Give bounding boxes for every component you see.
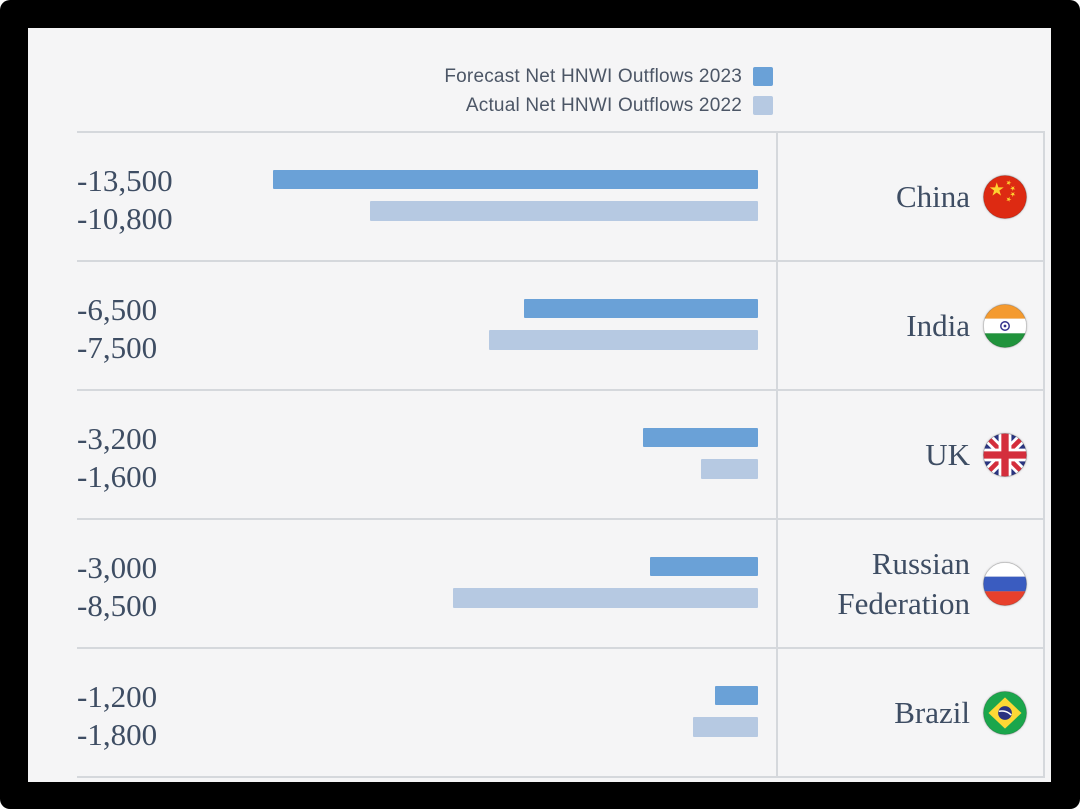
actual-2022-bar (489, 330, 758, 350)
value-labels: -1,200 -1,800 (77, 679, 158, 752)
bars-cell: -1,200 -1,800 (77, 649, 778, 776)
bars-cell: -3,000 -8,500 (77, 520, 778, 647)
legend-label-actual: Actual Net HNWI Outflows 2022 (465, 94, 742, 116)
legend-entry-forecast: Forecast Net HNWI Outflows 2023 (444, 62, 773, 91)
value-labels: -13,500 -10,800 (77, 163, 173, 236)
country-name: China (895, 178, 970, 214)
forecast-2023-bar (715, 686, 758, 705)
chart-card: Forecast Net HNWI Outflows 2023 Actual N… (28, 28, 1051, 782)
bars-cell: -13,500 -10,800 (77, 133, 778, 260)
bars-cell: -3,200 -1,600 (77, 391, 778, 518)
forecast-2023-bar (273, 170, 758, 189)
country-label-cell: Brazil (778, 649, 1045, 776)
forecast-2023-bar (524, 299, 758, 318)
actual-2022-bar (701, 459, 758, 479)
actual-2022-bar (693, 717, 758, 737)
country-row-china: -13,500 -10,800 China (77, 133, 1045, 262)
india-flag-icon (983, 303, 1027, 348)
value-labels: -3,200 -1,600 (77, 421, 158, 494)
uk-flag-icon (983, 432, 1027, 477)
value-labels: -3,000 -8,500 (77, 550, 158, 623)
actual-swatch-icon (753, 96, 773, 115)
china-flag-icon (983, 174, 1027, 219)
forecast-2023-bar (650, 557, 758, 576)
actual-2022-bar (370, 201, 758, 221)
brazil-flag-icon (983, 690, 1027, 735)
forecast-2023-bar (643, 428, 758, 447)
russian-federation-flag-icon (983, 561, 1027, 606)
country-label-cell: India (778, 262, 1045, 389)
country-table: -13,500 -10,800 China -6,500 -7,500 India … (77, 131, 1045, 778)
country-row-uk: -3,200 -1,600 UK (77, 391, 1045, 520)
chart-legend: Forecast Net HNWI Outflows 2023 Actual N… (444, 62, 773, 120)
country-row-brazil: -1,200 -1,800 Brazil (77, 649, 1045, 778)
legend-entry-actual: Actual Net HNWI Outflows 2022 (444, 91, 773, 120)
country-name: Brazil (894, 694, 970, 730)
country-row-russian-federation: -3,000 -8,500 Russian Federation (77, 520, 1045, 649)
actual-2022-bar (453, 588, 758, 608)
country-label-cell: Russian Federation (778, 520, 1045, 647)
bars-cell: -6,500 -7,500 (77, 262, 778, 389)
country-name: Russian Federation (837, 545, 970, 621)
forecast-swatch-icon (753, 67, 773, 86)
country-label-cell: China (778, 133, 1045, 260)
country-label-cell: UK (778, 391, 1045, 518)
country-name: UK (925, 436, 970, 472)
value-labels: -6,500 -7,500 (77, 292, 158, 365)
country-row-india: -6,500 -7,500 India (77, 262, 1045, 391)
legend-label-forecast: Forecast Net HNWI Outflows 2023 (444, 65, 742, 87)
country-name: India (906, 307, 970, 343)
